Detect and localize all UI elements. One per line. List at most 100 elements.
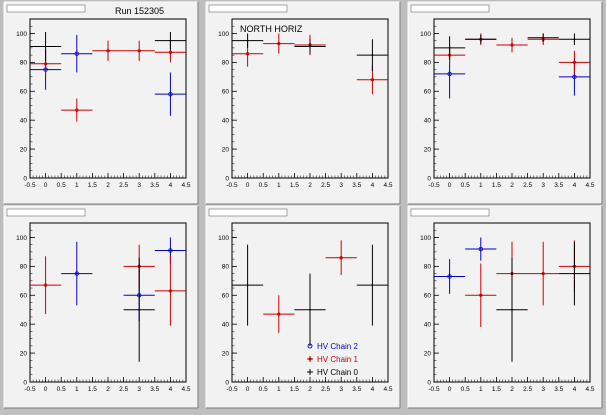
x-tick-label: 4.5 (383, 182, 392, 189)
x-tick-label: 2.5 (321, 182, 330, 189)
x-tick-label: 1.5 (492, 386, 501, 393)
data-point (137, 49, 141, 53)
legend-entry: HV Chain 2 (307, 342, 358, 351)
title-box (6, 4, 86, 13)
x-tick-label: 4 (169, 182, 173, 189)
y-tick-label: 60 (424, 89, 432, 96)
data-point (447, 274, 452, 279)
x-tick-label: 4 (573, 386, 577, 393)
x-tick-label: 3 (137, 386, 141, 393)
x-tick-label: 2 (308, 386, 312, 393)
y-tick-label: 60 (424, 293, 432, 300)
x-tick-label: 0 (44, 182, 48, 189)
title-box (208, 4, 288, 13)
y-tick-label: 100 (218, 31, 229, 38)
x-tick-label: 0.5 (461, 182, 470, 189)
x-tick-label: 0.5 (57, 182, 66, 189)
y-tick-label: 0 (427, 175, 431, 182)
y-tick-label: 100 (218, 235, 229, 242)
y-tick-label: 80 (424, 264, 432, 271)
y-tick-label: 40 (222, 117, 230, 124)
x-tick-label: 4 (371, 386, 375, 393)
legend-entry: HV Chain 0 (307, 368, 358, 377)
data-point (478, 246, 483, 252)
x-tick-label: 0 (448, 386, 452, 393)
x-tick-label: 3 (339, 182, 343, 189)
x-tick-label: 3 (541, 182, 545, 189)
x-tick-label: 1 (277, 182, 281, 189)
y-tick-label: 60 (20, 89, 28, 96)
x-tick-label: 0.5 (259, 182, 268, 189)
data-point (246, 52, 250, 56)
x-tick-label: 2 (510, 386, 514, 393)
x-tick-label: -0.5 (226, 182, 238, 189)
x-tick-label: 2 (510, 182, 514, 189)
data-point (74, 271, 79, 276)
x-tick-label: 1 (479, 386, 483, 393)
data-point (75, 108, 79, 112)
legend-label: HV Chain 0 (317, 368, 358, 377)
x-tick-label: 4.5 (181, 386, 190, 393)
data-point (168, 50, 172, 54)
x-tick-label: 2.5 (523, 182, 532, 189)
x-tick-label: 1 (75, 386, 79, 393)
data-point (447, 71, 452, 77)
x-tick-label: -0.5 (24, 386, 36, 393)
legend-marker (307, 343, 313, 349)
x-tick-label: 0.5 (259, 386, 268, 393)
x-tick-label: -0.5 (24, 182, 36, 189)
x-tick-label: 3.5 (352, 182, 361, 189)
title-box (410, 4, 490, 13)
pad-background (408, 206, 602, 408)
x-tick-label: 2.5 (523, 386, 532, 393)
y-tick-label: 40 (424, 321, 432, 328)
y-tick-label: 20 (424, 146, 432, 153)
y-tick-label: 0 (23, 379, 27, 386)
x-tick-label: 1.5 (492, 182, 501, 189)
x-tick-label: 2 (308, 182, 312, 189)
title-box (6, 208, 86, 217)
y-tick-label: 60 (222, 89, 230, 96)
data-point (510, 43, 514, 47)
data-point (168, 91, 173, 97)
x-tick-label: 2 (106, 182, 110, 189)
plot-panel-1: -0.5 0 0.5 1 1.5 2 2.5 3 3.5 4 4.5020406080100Run … (3, 1, 199, 205)
title-box (208, 208, 288, 217)
x-tick-label: 3 (541, 386, 545, 393)
x-tick-label: 1.5 (290, 182, 299, 189)
data-point (479, 38, 482, 41)
pad-background (206, 2, 400, 204)
y-tick-label: 80 (222, 264, 230, 271)
y-tick-label: 80 (222, 60, 230, 67)
data-point (542, 36, 545, 39)
x-tick-label: 4.5 (383, 386, 392, 393)
y-tick-label: 40 (20, 321, 28, 328)
x-tick-label: 0.5 (57, 386, 66, 393)
y-tick-label: 0 (23, 175, 27, 182)
y-tick-label: 40 (222, 321, 230, 328)
x-tick-label: 3.5 (150, 386, 159, 393)
y-tick-label: 80 (20, 60, 28, 67)
legend-entry: HV Chain 1 (307, 355, 358, 364)
x-tick-label: -0.5 (428, 386, 440, 393)
data-point (448, 47, 451, 49)
data-point (246, 284, 249, 287)
x-tick-label: 2.5 (321, 386, 330, 393)
data-point (572, 60, 577, 64)
y-tick-label: 60 (20, 293, 28, 300)
data-point (246, 39, 249, 42)
data-point (168, 248, 173, 253)
x-tick-label: -0.5 (226, 386, 238, 393)
x-tick-label: 2.5 (119, 386, 128, 393)
y-tick-label: 100 (420, 31, 431, 38)
x-tick-label: 3 (339, 386, 343, 393)
x-tick-label: 4.5 (181, 182, 190, 189)
x-tick-label: 3.5 (150, 182, 159, 189)
y-tick-label: 0 (225, 379, 229, 386)
x-tick-label: 1.5 (290, 386, 299, 393)
data-point (169, 39, 172, 42)
x-tick-label: 2.5 (119, 182, 128, 189)
